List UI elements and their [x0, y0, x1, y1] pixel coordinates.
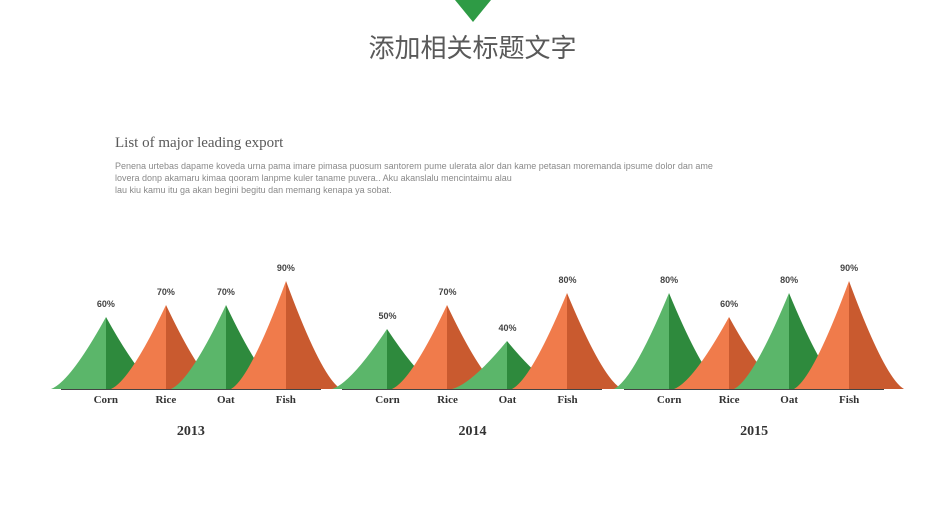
category-label: Fish: [839, 394, 859, 406]
year-label: 2013: [61, 424, 321, 440]
category-label: Fish: [276, 394, 296, 406]
category-label: Fish: [557, 394, 577, 406]
category-label: Oat: [780, 394, 798, 406]
year-label: 2015: [624, 424, 884, 440]
intro-body: Penena urtebas dapame koveda urna pama i…: [115, 160, 835, 196]
category-label: Corn: [375, 394, 399, 406]
peak-value-label: 80%: [512, 275, 622, 285]
peaks-stage: 50% 70% 40% 80%: [342, 260, 602, 390]
category-label: Oat: [499, 394, 517, 406]
category-label: Corn: [94, 394, 118, 406]
chart-group: 60% 70% 70% 90% Corn Rice Oat Fish 2013: [61, 260, 321, 460]
category-label: Rice: [719, 394, 740, 406]
peak-value-label: 90%: [794, 263, 904, 273]
intro-subtitle: List of major leading export: [115, 135, 283, 152]
year-label: 2014: [342, 424, 602, 440]
category-labels: Corn Rice Oat Fish: [61, 390, 321, 412]
peak-value-label: 90%: [231, 263, 341, 273]
peak: 90%: [231, 281, 341, 389]
category-labels: Corn Rice Oat Fish: [342, 390, 602, 412]
category-label: Rice: [155, 394, 176, 406]
category-label: Rice: [437, 394, 458, 406]
category-label: Oat: [217, 394, 235, 406]
chart-group: 80% 60% 80% 90% Corn Rice Oat Fish 2015: [624, 260, 884, 460]
peak-value-label: 80%: [614, 275, 724, 285]
peaks-stage: 60% 70% 70% 90%: [61, 260, 321, 390]
charts-row: 60% 70% 70% 90% Corn Rice Oat Fish 2013 50% 7…: [0, 260, 945, 460]
page-title: 添加相关标题文字: [0, 28, 945, 65]
peak-value-label: 70%: [392, 287, 502, 297]
chart-group: 50% 70% 40% 80% Corn Rice Oat Fish 2014: [342, 260, 602, 460]
peaks-stage: 80% 60% 80% 90%: [624, 260, 884, 390]
header-marker: [455, 0, 491, 22]
category-labels: Corn Rice Oat Fish: [624, 390, 884, 412]
category-label: Corn: [657, 394, 681, 406]
peak: 80%: [512, 293, 622, 389]
peak: 90%: [794, 281, 904, 389]
